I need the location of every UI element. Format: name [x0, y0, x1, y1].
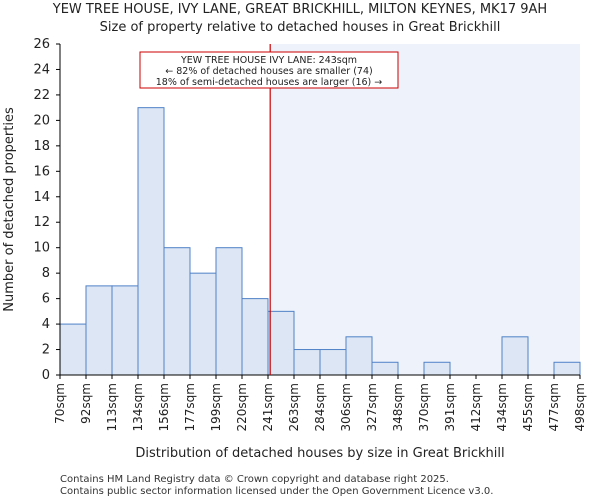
x-tick-label: 284sqm — [313, 383, 327, 431]
x-tick-label: 348sqm — [391, 383, 405, 431]
annotation-line-larger: 18% of semi-detached houses are larger (… — [156, 77, 383, 88]
bar — [137, 107, 165, 376]
x-tick-label: 177sqm — [183, 383, 197, 431]
footer-line-2: Contains public sector information licen… — [60, 486, 494, 497]
x-tick-label: 434sqm — [495, 383, 509, 431]
x-tick-label: 327sqm — [365, 383, 379, 431]
annotation-title: YEW TREE HOUSE IVY LANE: 243sqm — [180, 55, 357, 66]
bar — [345, 336, 373, 376]
y-tick-label: 18 — [33, 139, 50, 154]
y-tick-label: 26 — [33, 37, 50, 52]
highlight-region — [270, 44, 580, 375]
x-tick-label: 498sqm — [573, 383, 587, 431]
chart-subtitle: Size of property relative to detached ho… — [99, 20, 501, 35]
x-tick-label: 92sqm — [79, 383, 93, 424]
y-tick-label: 22 — [33, 88, 50, 103]
x-tick-label: 220sqm — [235, 383, 249, 431]
x-tick-label: 241sqm — [261, 383, 275, 431]
x-tick-label: 391sqm — [443, 383, 457, 431]
x-tick-label: 134sqm — [131, 383, 145, 431]
x-tick-label: 156sqm — [157, 383, 171, 431]
y-tick-label: 16 — [33, 164, 50, 179]
bar — [371, 361, 399, 376]
bar — [85, 285, 113, 376]
y-axis-label: Number of detached properties — [2, 107, 17, 312]
y-tick-label: 14 — [33, 190, 50, 205]
x-tick-label: 412sqm — [469, 383, 483, 431]
bar — [267, 310, 295, 376]
x-tick-label: 199sqm — [209, 383, 223, 431]
y-tick-label: 0 — [42, 368, 50, 383]
bar — [215, 247, 243, 376]
bar — [501, 336, 529, 376]
x-axis-label: Distribution of detached houses by size … — [135, 446, 504, 461]
bar — [59, 323, 87, 376]
bar — [189, 272, 217, 376]
bar — [553, 361, 581, 376]
y-tick-label: 10 — [33, 241, 50, 256]
x-tick-label: 70sqm — [53, 383, 67, 424]
y-tick-label: 4 — [42, 317, 50, 332]
x-tick-label: 263sqm — [287, 383, 301, 431]
y-tick-label: 2 — [42, 343, 50, 358]
annotation-box — [139, 51, 399, 89]
x-tick-label: 455sqm — [521, 383, 535, 431]
bar — [423, 361, 451, 376]
x-tick-label: 477sqm — [547, 383, 561, 431]
y-tick-label: 8 — [42, 266, 50, 281]
bar — [319, 349, 347, 376]
bar — [241, 298, 269, 376]
chart-title: YEW TREE HOUSE, IVY LANE, GREAT BRICKHIL… — [52, 2, 548, 17]
bar — [111, 285, 139, 376]
y-tick-label: 24 — [33, 62, 50, 77]
y-tick-label: 12 — [33, 215, 50, 230]
x-tick-label: 306sqm — [339, 383, 353, 431]
y-tick-label: 20 — [33, 113, 50, 128]
y-tick-label: 6 — [42, 292, 50, 307]
annotation-line-smaller: ← 82% of detached houses are smaller (74… — [165, 66, 372, 77]
bar — [293, 349, 321, 376]
x-tick-label: 113sqm — [105, 383, 119, 431]
footer-line-1: Contains HM Land Registry data © Crown c… — [60, 474, 449, 485]
bar — [163, 247, 191, 376]
x-tick-label: 370sqm — [417, 383, 431, 431]
